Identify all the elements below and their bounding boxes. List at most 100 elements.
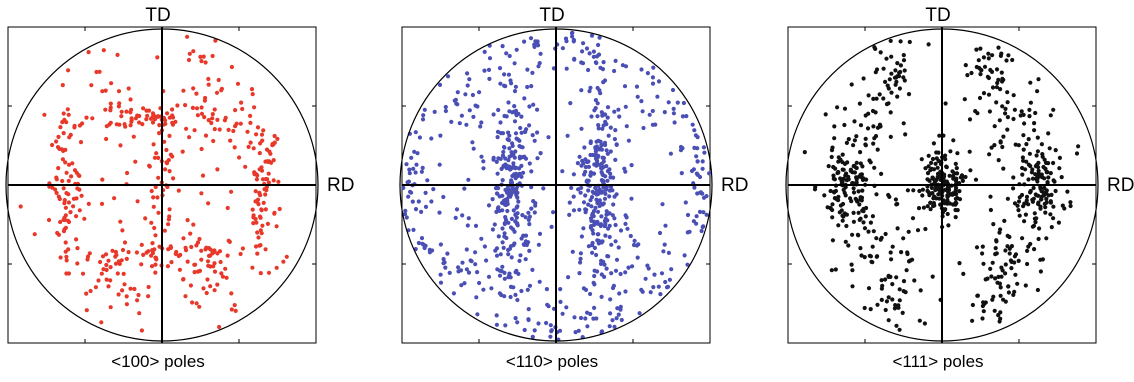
pole-point xyxy=(658,292,663,297)
pole-point xyxy=(892,306,897,311)
pole-point xyxy=(598,91,603,96)
pole-point xyxy=(852,119,857,124)
pole-point xyxy=(604,164,609,169)
pole-point xyxy=(613,268,619,273)
pole-point xyxy=(863,136,868,141)
pole-point xyxy=(634,84,640,89)
pole-point xyxy=(586,202,591,207)
pole-point xyxy=(191,222,196,227)
pole-point xyxy=(886,192,891,198)
td-axis-label: TD xyxy=(539,5,565,26)
pole-point xyxy=(883,277,888,282)
pole-point xyxy=(895,226,900,231)
pole-point xyxy=(851,186,856,191)
pole-point xyxy=(606,133,611,138)
pole-point xyxy=(206,118,211,123)
pole-point xyxy=(527,123,532,128)
pole-point xyxy=(591,49,596,54)
pole-point xyxy=(858,197,863,202)
pole-point xyxy=(487,76,492,81)
pole-point xyxy=(88,288,93,294)
pole-point xyxy=(63,240,68,245)
pole-point xyxy=(420,117,426,122)
pole-point xyxy=(597,198,602,203)
pole-point xyxy=(842,106,848,111)
pole-point xyxy=(886,318,891,323)
pole-point xyxy=(69,174,74,179)
pole-point xyxy=(505,187,511,192)
pole-point xyxy=(206,201,211,206)
pole-point xyxy=(842,122,847,128)
pole-point xyxy=(502,83,507,88)
pole-point xyxy=(879,171,884,176)
pole-point xyxy=(616,312,621,317)
pole-point xyxy=(605,169,610,174)
pole-point xyxy=(981,91,987,96)
pole-point xyxy=(99,271,104,276)
pole-point xyxy=(858,123,864,128)
pole-point xyxy=(1036,200,1041,205)
pole-point xyxy=(860,188,865,193)
pole-point xyxy=(832,136,837,141)
pole-point xyxy=(106,284,111,289)
pole-point xyxy=(901,289,906,294)
pole-point xyxy=(895,94,900,99)
pole-point xyxy=(108,101,113,106)
pole-point xyxy=(197,304,202,309)
pole-point xyxy=(211,264,216,269)
pole-point xyxy=(183,294,188,299)
pole-point xyxy=(849,262,854,267)
pole-point xyxy=(591,222,597,227)
pole-point xyxy=(251,146,256,151)
pole-point xyxy=(925,204,930,209)
pole-point xyxy=(443,265,448,270)
pole-point xyxy=(1003,262,1008,267)
pole-point xyxy=(170,122,176,127)
pole-point xyxy=(1023,167,1028,172)
pole-point xyxy=(438,272,443,277)
pole-point xyxy=(994,100,999,105)
pole-point xyxy=(1001,166,1006,171)
pole-point xyxy=(989,274,994,279)
pole-point xyxy=(219,271,224,276)
pole-point xyxy=(1035,149,1040,154)
pole-point xyxy=(509,255,514,260)
pole-point xyxy=(224,275,229,280)
pole-point xyxy=(678,148,684,153)
pole-point xyxy=(503,156,508,161)
pole-point xyxy=(879,278,884,283)
pole-point xyxy=(275,136,280,141)
pole-point xyxy=(156,155,161,160)
pole-point xyxy=(139,328,144,333)
pole-point xyxy=(104,124,109,129)
pole-point xyxy=(1051,107,1056,112)
pole-point xyxy=(54,190,59,195)
pole-point xyxy=(527,248,532,253)
pole-point xyxy=(852,170,857,175)
pole-point xyxy=(587,89,592,94)
pole-point xyxy=(598,201,604,206)
pole-point xyxy=(1005,100,1010,105)
pole-point xyxy=(518,125,523,131)
pole-point xyxy=(567,200,572,205)
pole-point xyxy=(536,64,541,69)
pole-point xyxy=(1043,205,1048,210)
pole-point xyxy=(626,265,631,270)
pole-point xyxy=(522,39,527,44)
pole-point xyxy=(203,133,209,138)
pole-point xyxy=(1032,128,1037,133)
pole-point xyxy=(180,149,185,154)
pole-point xyxy=(1065,189,1070,194)
pole-point xyxy=(104,262,109,268)
pole-point xyxy=(505,137,510,142)
pole-point xyxy=(157,244,162,249)
pole-point xyxy=(823,112,828,117)
pole-point xyxy=(858,246,863,251)
pole-point xyxy=(265,221,270,226)
pole-point xyxy=(875,302,880,307)
pole-point xyxy=(987,152,992,157)
pole-point xyxy=(506,100,511,105)
pole-point xyxy=(469,259,474,264)
pole-point xyxy=(276,179,281,184)
pole-point xyxy=(510,110,515,115)
